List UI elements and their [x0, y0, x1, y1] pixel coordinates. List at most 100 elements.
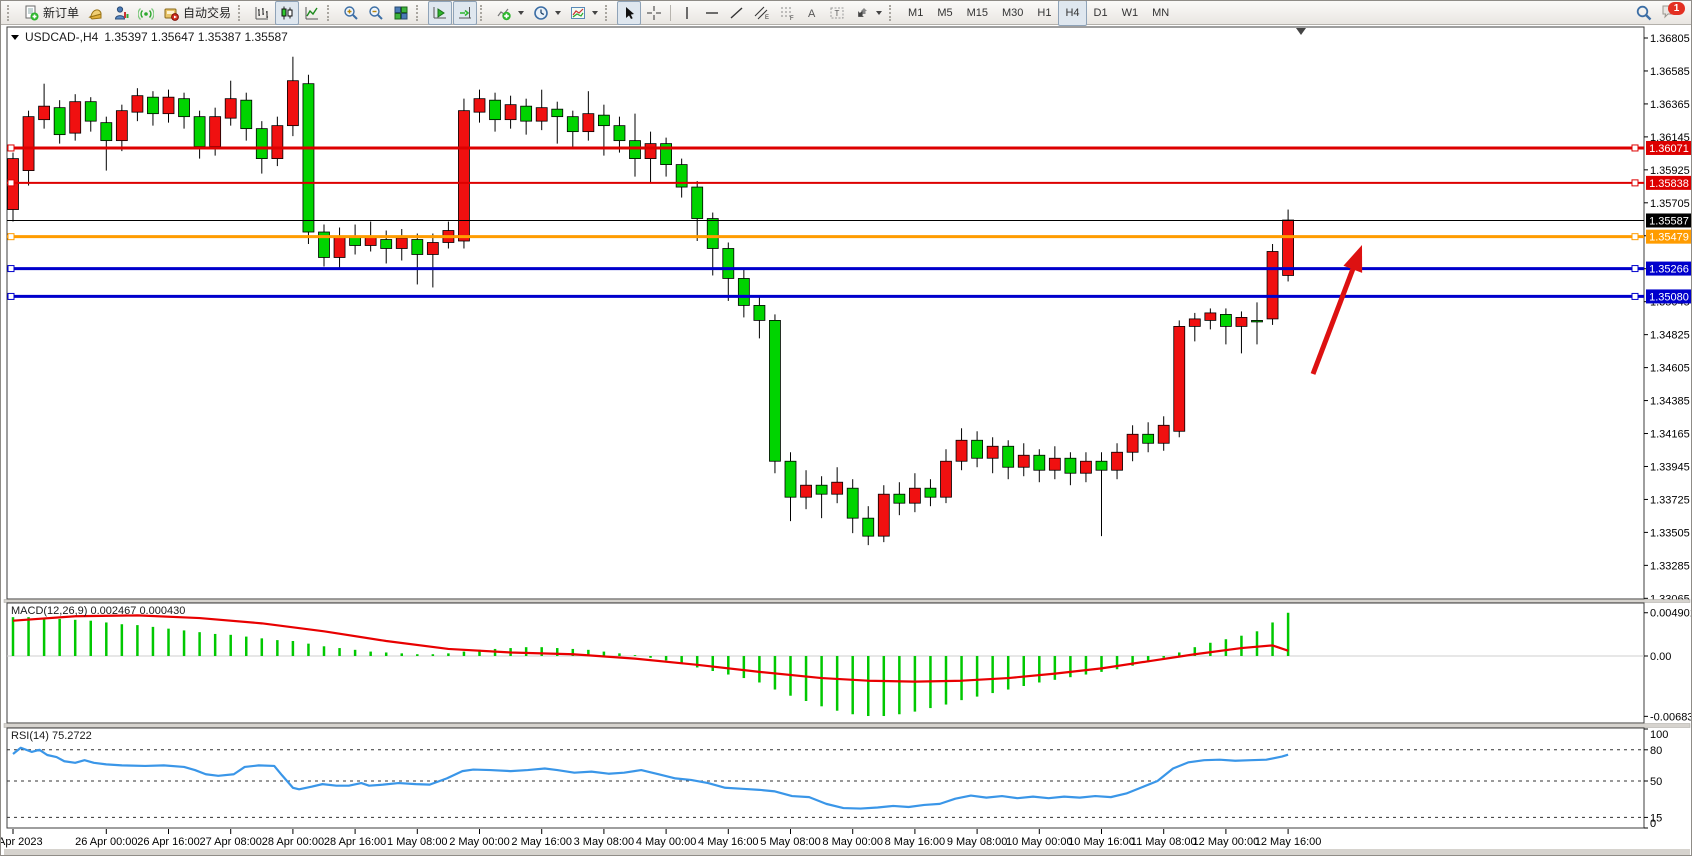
horizontal-line-tool-button[interactable]	[700, 1, 724, 25]
macd-pane[interactable]: 0.004901 0.00 -0.006838	[3, 599, 1692, 724]
timeframe-button-m30[interactable]: M30	[1002, 6, 1024, 19]
line-handle[interactable]	[7, 179, 15, 187]
line-handle[interactable]	[7, 233, 15, 241]
toolbar-grip[interactable]	[7, 4, 14, 21]
candle	[1251, 320, 1263, 323]
line-handle[interactable]	[1631, 292, 1639, 300]
main-price-pane[interactable]: 1.36805 1.36585 1.36365 1.36145 1.35925 1.357…	[6, 26, 1692, 605]
toolbar-grip[interactable]	[605, 4, 612, 21]
tile-windows-button[interactable]	[389, 1, 413, 25]
time-tick-label: 4 May 00:00	[636, 836, 697, 848]
candle	[178, 98, 190, 118]
signals-button[interactable]	[134, 1, 158, 25]
trend-arrow[interactable]	[1310, 245, 1363, 375]
price-badge-label: 1.35266	[1649, 264, 1689, 276]
timeframe-button-m5[interactable]: M5	[937, 6, 953, 19]
candle	[613, 125, 626, 142]
line-handle[interactable]	[7, 292, 15, 300]
fibonacci-tool-button[interactable]: F	[775, 1, 799, 25]
candlestick-chart-type-button[interactable]	[275, 1, 300, 25]
candle	[131, 95, 144, 113]
time-tick-label: 10 May 16:00	[1068, 836, 1135, 848]
toolbar-grip[interactable]	[327, 4, 334, 21]
toolbar-grip[interactable]	[238, 4, 245, 21]
toolbar-grip[interactable]	[889, 4, 896, 21]
price-badge-label: 1.35080	[1649, 291, 1689, 303]
line-handle[interactable]	[1631, 179, 1639, 187]
candle	[1173, 325, 1186, 432]
new-order-button[interactable]: 新订单	[19, 1, 83, 25]
timeframe-button-h4[interactable]: H4	[1058, 1, 1087, 26]
toolbar-grip[interactable]	[416, 4, 423, 21]
candle	[909, 487, 921, 504]
chart-window-title[interactable]: USDCAD-,H4 1.35397 1.35647 1.35387 1.355…	[11, 30, 288, 44]
candle	[815, 484, 828, 495]
zoom-in-button[interactable]	[339, 1, 363, 25]
candle	[846, 487, 859, 519]
timeframe-button-m15[interactable]: M15	[966, 6, 988, 19]
timeframe-button-m1[interactable]: M1	[908, 6, 924, 19]
price-tick-label: 1.33725	[1650, 494, 1690, 506]
line-handle[interactable]	[1631, 233, 1639, 241]
arrows-tool-button[interactable]	[850, 1, 886, 25]
price-tick-label: 1.34605	[1650, 363, 1690, 375]
cursor-tool-button[interactable]	[617, 1, 642, 25]
arrows-dropdown-caret	[876, 10, 883, 15]
candle	[706, 218, 719, 249]
candle	[675, 164, 688, 188]
toolbar-grip[interactable]	[480, 4, 487, 21]
line-handle[interactable]	[1631, 144, 1639, 152]
price-pane-background[interactable]	[6, 26, 1645, 600]
time-tick-label: 12 May 16:00	[1255, 836, 1322, 848]
timeframe-button-mn[interactable]: MN	[1152, 6, 1170, 19]
line-handle[interactable]	[7, 265, 15, 273]
candle	[240, 99, 253, 130]
price-badge	[1646, 229, 1691, 244]
candle	[504, 104, 517, 121]
candlestick-chart-type-icon	[281, 6, 293, 19]
candle	[38, 105, 50, 121]
line-handle[interactable]	[1631, 265, 1639, 273]
symbol-dropdown-icon[interactable]	[11, 34, 19, 40]
channel-tool-button[interactable]: E	[750, 1, 774, 25]
time-tick-label: 1 May 08:00	[387, 836, 448, 848]
bar-chart-type-button[interactable]	[250, 1, 274, 25]
trend-arrow-head[interactable]	[1343, 245, 1363, 273]
text-tool-button[interactable]: A	[800, 1, 824, 25]
rsi-pane-background[interactable]	[6, 727, 1645, 829]
rsi-axis-label: 50	[1650, 776, 1662, 788]
chart-shift-button[interactable]	[453, 1, 478, 25]
pane-splitter[interactable]	[3, 723, 1691, 728]
trend-arrow-shaft[interactable]	[1310, 262, 1358, 375]
macd-name: MACD(12,26,9)	[11, 605, 88, 617]
macd-signal-line	[12, 614, 1289, 683]
line-chart-type-button[interactable]	[300, 1, 324, 25]
time-tick-label: 25 Apr 2023	[1, 836, 43, 848]
crosshair-tool-button[interactable]	[642, 1, 666, 25]
candle	[769, 320, 781, 462]
chart-shift-marker-icon[interactable]	[1296, 28, 1306, 35]
profiles-button[interactable]	[84, 1, 108, 25]
macd-signal-value: 0.000430	[139, 605, 186, 617]
rsi-pane[interactable]: 100 80 50 150	[3, 723, 1691, 831]
timeframe-button-d1[interactable]: D1	[1093, 6, 1108, 19]
auto-scroll-button[interactable]	[428, 1, 453, 25]
periods-button[interactable]	[529, 1, 565, 25]
vertical-line-tool-button[interactable]	[675, 1, 699, 25]
line-handle[interactable]	[7, 144, 15, 152]
text-label-tool-button[interactable]: T	[825, 1, 849, 25]
pane-splitter[interactable]	[3, 599, 1691, 603]
timeframe-button-w1[interactable]: W1	[1121, 6, 1139, 19]
trendline-tool-button[interactable]	[725, 1, 749, 25]
notifications-button[interactable]: 1	[1661, 1, 1685, 23]
macd-pane-background[interactable]	[6, 602, 1645, 724]
auto-trading-button[interactable]: 自动交易	[159, 1, 235, 25]
search-icon[interactable]	[1635, 4, 1653, 22]
zoom-out-button[interactable]	[364, 1, 388, 25]
templates-button[interactable]	[566, 1, 602, 25]
market-watch-button[interactable]	[109, 1, 133, 25]
timeframe-button-h1[interactable]: H1	[1037, 6, 1052, 19]
indicators-button[interactable]	[492, 1, 528, 25]
